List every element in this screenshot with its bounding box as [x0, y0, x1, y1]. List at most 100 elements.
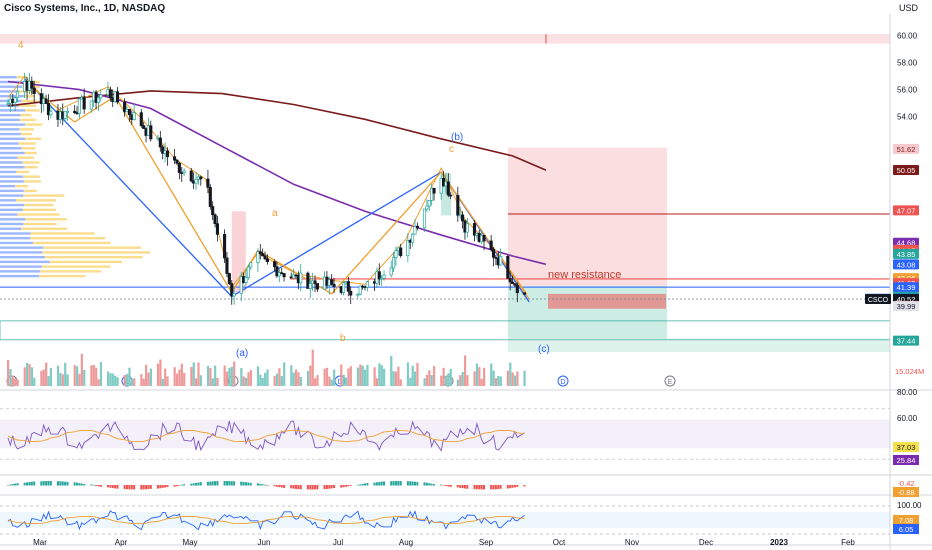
- candle-body[interactable]: [499, 256, 503, 266]
- candle-body[interactable]: [275, 266, 279, 277]
- event-marker[interactable]: [557, 375, 569, 387]
- stochastic-pane[interactable]: [0, 505, 890, 535]
- candle-body[interactable]: [389, 267, 393, 276]
- candle-body[interactable]: [142, 125, 146, 129]
- candle-body[interactable]: [494, 256, 498, 259]
- candle-body[interactable]: [63, 110, 67, 119]
- candle-body[interactable]: [215, 223, 219, 235]
- candle-body[interactable]: [96, 97, 100, 103]
- candle-body[interactable]: [273, 261, 277, 268]
- candle-body[interactable]: [282, 273, 286, 278]
- time-axis[interactable]: Mar Apr May Jun Jul Aug Sep Oct Nov Dec 2023 Feb: [33, 538, 855, 547]
- candle-body[interactable]: [77, 98, 81, 114]
- candle-body[interactable]: [225, 257, 229, 274]
- candle-body[interactable]: [330, 279, 334, 285]
- candle-body[interactable]: [306, 272, 310, 289]
- candle-body[interactable]: [346, 281, 350, 292]
- candle-body[interactable]: [413, 225, 417, 235]
- candle-body[interactable]: [456, 195, 460, 216]
- candle-body[interactable]: [108, 89, 112, 99]
- candle-body[interactable]: [511, 281, 515, 284]
- candle-body[interactable]: [232, 292, 236, 297]
- candle-body[interactable]: [399, 247, 403, 257]
- candle-body[interactable]: [425, 205, 429, 210]
- candle-body[interactable]: [482, 235, 486, 242]
- candle-body[interactable]: [246, 266, 250, 278]
- candle-body[interactable]: [189, 170, 193, 182]
- candle-body[interactable]: [308, 283, 312, 289]
- candle-body[interactable]: [213, 214, 217, 225]
- rsi-line[interactable]: [7, 420, 525, 452]
- candle-body[interactable]: [261, 253, 265, 257]
- candle-body[interactable]: [223, 234, 227, 259]
- candle-body[interactable]: [349, 290, 353, 296]
- candle-body[interactable]: [249, 262, 253, 268]
- candle-body[interactable]: [430, 187, 434, 201]
- price-axis[interactable]: 60.00 58.00 56.00 54.00 51.62 50.05 47.07 44.68…: [865, 14, 929, 550]
- candle-body[interactable]: [175, 159, 179, 164]
- candle-body[interactable]: [30, 80, 34, 89]
- candle-body[interactable]: [449, 194, 453, 197]
- candle-body[interactable]: [158, 137, 162, 148]
- candle-body[interactable]: [89, 100, 93, 110]
- candle-body[interactable]: [406, 240, 410, 257]
- candle-body[interactable]: [513, 283, 517, 286]
- candle-body[interactable]: [46, 103, 51, 116]
- candle-body[interactable]: [6, 102, 10, 105]
- candle-body[interactable]: [432, 187, 436, 194]
- candle-body[interactable]: [230, 283, 234, 297]
- price-tag[interactable]: [893, 282, 919, 293]
- candle-body[interactable]: [208, 186, 212, 207]
- candle-body[interactable]: [427, 200, 431, 207]
- price-tag[interactable]: [893, 335, 919, 346]
- candle-body[interactable]: [394, 250, 398, 259]
- candle-body[interactable]: [49, 110, 53, 116]
- candle-body[interactable]: [377, 271, 381, 280]
- candle-body[interactable]: [506, 256, 510, 279]
- candles[interactable]: [6, 72, 527, 305]
- candle-body[interactable]: [313, 280, 317, 284]
- candle-body[interactable]: [132, 112, 136, 121]
- macd-pane[interactable]: [7, 481, 526, 490]
- candle-body[interactable]: [422, 208, 427, 229]
- candle-body[interactable]: [44, 98, 48, 104]
- candle-body[interactable]: [299, 272, 303, 284]
- candle-body[interactable]: [161, 146, 165, 154]
- candle-body[interactable]: [244, 277, 248, 283]
- candle-body[interactable]: [515, 284, 519, 294]
- candle-body[interactable]: [508, 278, 512, 283]
- candle-body[interactable]: [32, 87, 36, 94]
- candle-body[interactable]: [15, 91, 20, 98]
- candle-body[interactable]: [315, 283, 319, 290]
- candle-body[interactable]: [139, 112, 143, 126]
- candle-body[interactable]: [415, 225, 419, 229]
- candle-body[interactable]: [256, 251, 260, 263]
- candle-body[interactable]: [206, 178, 210, 188]
- candle-body[interactable]: [491, 248, 496, 258]
- candle-body[interactable]: [392, 257, 396, 269]
- candle-body[interactable]: [211, 206, 215, 216]
- price-tag[interactable]: [893, 301, 919, 312]
- candle-body[interactable]: [115, 91, 120, 103]
- candle-body[interactable]: [358, 285, 362, 295]
- candle-body[interactable]: [13, 97, 17, 103]
- rsi-pane[interactable]: [0, 408, 890, 460]
- candle-body[interactable]: [489, 240, 493, 250]
- candle-body[interactable]: [177, 162, 181, 173]
- candle-body[interactable]: [94, 91, 98, 103]
- candle-body[interactable]: [82, 97, 86, 110]
- candle-body[interactable]: [149, 125, 153, 140]
- price-tag[interactable]: [893, 248, 919, 259]
- candle-body[interactable]: [522, 292, 527, 295]
- candle-body[interactable]: [194, 178, 198, 184]
- candle-body[interactable]: [65, 110, 70, 113]
- candle-body[interactable]: [239, 276, 243, 294]
- candle-body[interactable]: [263, 255, 267, 260]
- candle-body[interactable]: [277, 272, 281, 277]
- candle-body[interactable]: [411, 233, 415, 243]
- candle-body[interactable]: [227, 273, 231, 284]
- candle-body[interactable]: [472, 223, 477, 236]
- candle-body[interactable]: [365, 281, 369, 288]
